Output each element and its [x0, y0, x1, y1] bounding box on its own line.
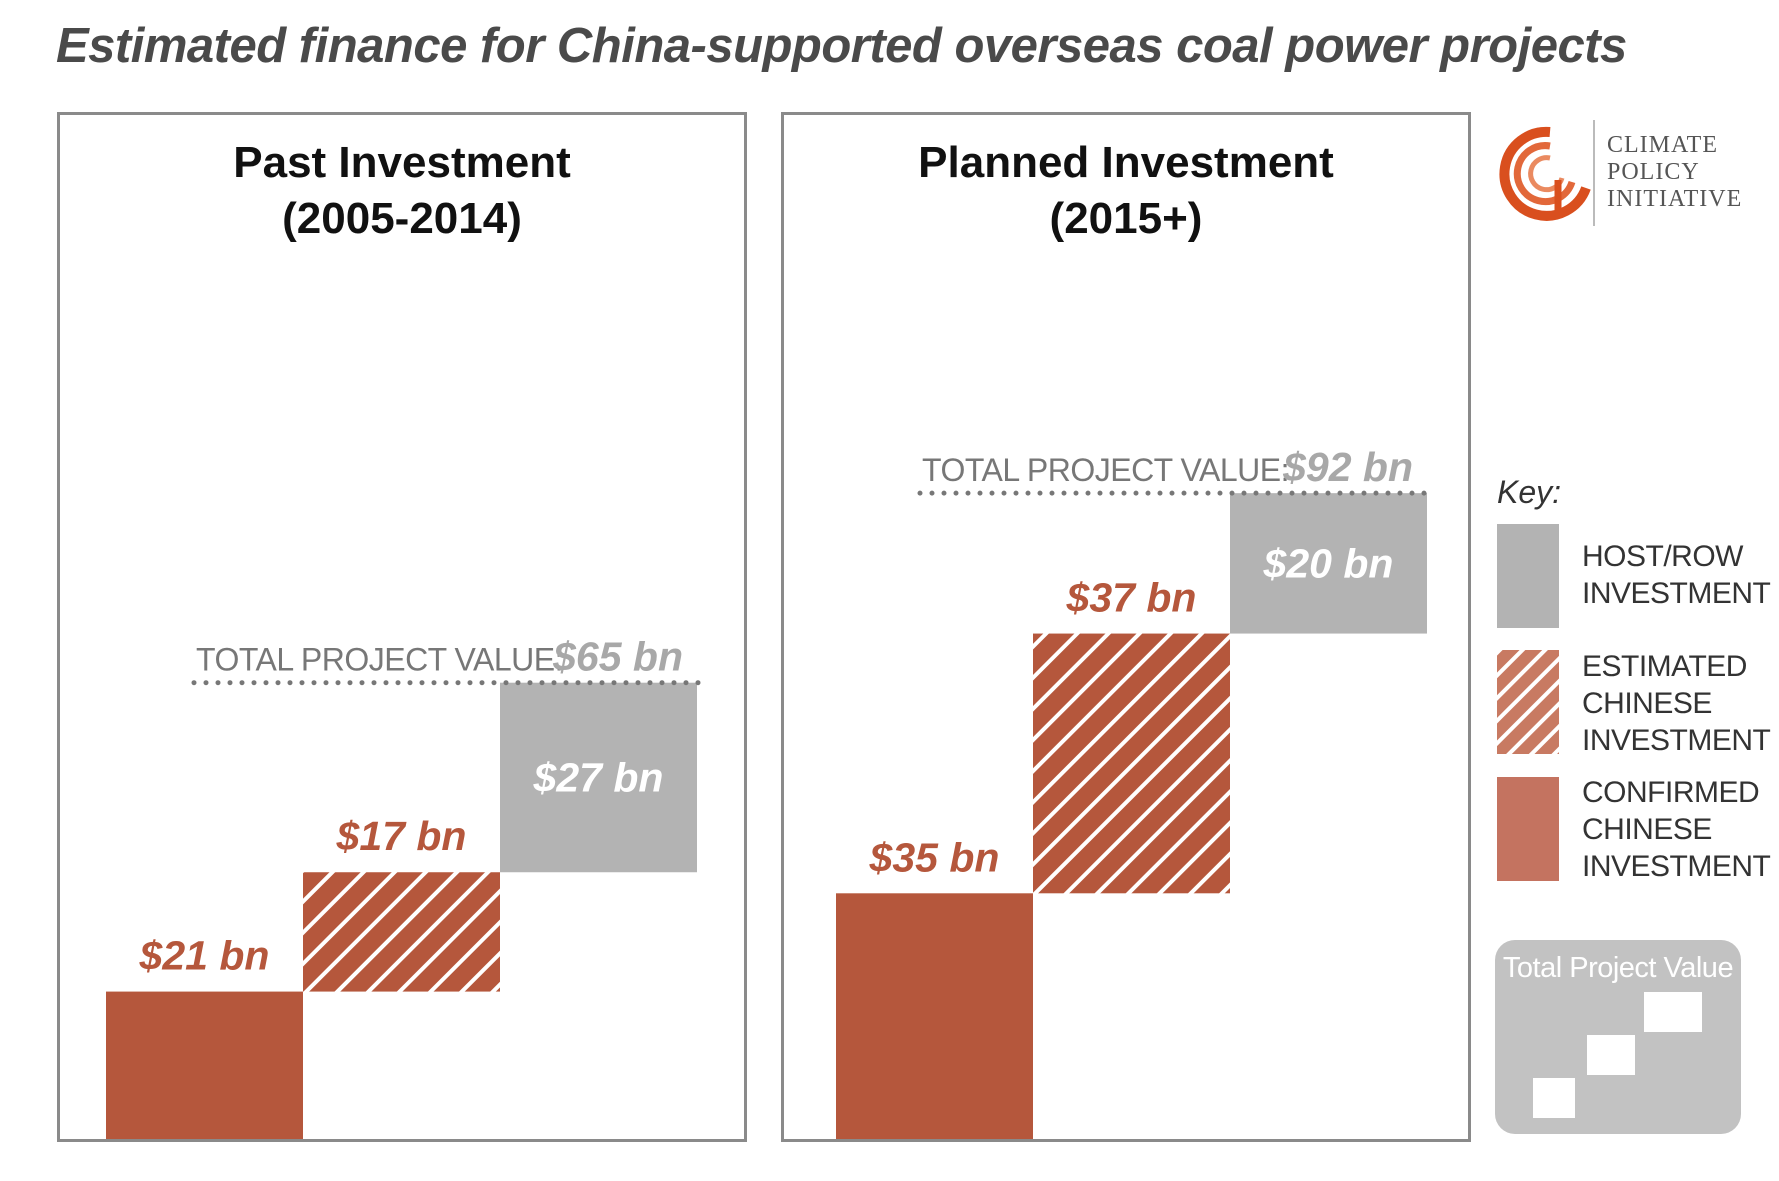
host-row-investment-bar	[1230, 493, 1427, 634]
estimated-investment-bar	[303, 872, 500, 992]
total-project-value-label: TOTAL PROJECT VALUE:	[196, 642, 563, 678]
confirmed-investment-bar	[106, 991, 303, 1139]
past-investment-panel: Past Investment (2005-2014) $21 bn $17 bn…	[57, 112, 747, 1142]
logo-text: CLIMATE POLICY INITIATIVE	[1607, 132, 1742, 213]
logo-divider	[1593, 120, 1595, 226]
past-investment-chart: $21 bn $17 bn $27 bn TOTAL PROJECT VALUE:$6…	[106, 634, 704, 1139]
confirmed-investment-bar	[836, 893, 1033, 1139]
key-label-line: INVESTMENT	[1582, 577, 1771, 610]
bar-value-label: $27 bn	[533, 754, 664, 800]
panel-title: Planned Investment (2015+)	[784, 135, 1468, 247]
estimated-investment-bar	[1033, 633, 1230, 894]
key-label-line: HOST/ROW	[1582, 540, 1744, 573]
key-label-host: HOST/ROW INVESTMENT	[1582, 538, 1771, 612]
key-title: Key:	[1497, 474, 1562, 510]
bar-value-label: $17 bn	[336, 813, 467, 859]
total-project-value-amount: $65 bn	[552, 634, 683, 680]
total-project-value-key-label: Total Project Value	[1502, 952, 1734, 984]
key-label-line: CONFIRMED	[1582, 776, 1760, 809]
panel-title-line: (2005-2014)	[282, 194, 522, 243]
key-label-line: ESTIMATED	[1582, 650, 1747, 683]
panel-title-line: Past Investment	[233, 138, 571, 187]
spiral-logo-icon	[1499, 126, 1591, 221]
staircase-icon	[1533, 992, 1702, 1118]
bar-value-label: $20 bn	[1263, 540, 1394, 586]
logo-line: CLIMATE	[1607, 132, 1718, 158]
key-label-confirmed: CONFIRMED CHINESE INVESTMENT	[1582, 774, 1771, 885]
panel-title-line: (2015+)	[1049, 194, 1203, 243]
key-label-line: CHINESE	[1582, 687, 1712, 720]
panel-title-line: Planned Investment	[918, 138, 1334, 187]
planned-investment-chart: $35 bn $37 bn $20 bn TOTAL PROJECT VALUE:$9…	[836, 444, 1434, 1139]
panel-title: Past Investment (2005-2014)	[60, 135, 744, 247]
planned-investment-panel: Planned Investment (2015+) $35 bn $37 bn $…	[781, 112, 1471, 1142]
key-swatch-host	[1497, 524, 1559, 628]
bar-value-label: $35 bn	[869, 834, 1000, 880]
key-label-line: CHINESE	[1582, 813, 1712, 846]
total-project-value-key-card: Total Project Value	[1495, 940, 1741, 1134]
logo-line: POLICY	[1607, 159, 1700, 185]
bar-value-label: $21 bn	[139, 933, 270, 979]
logo-line: INITIATIVE	[1607, 186, 1743, 212]
chart-title: Estimated finance for China-supported ov…	[56, 19, 1627, 73]
key-label-estimated: ESTIMATED CHINESE INVESTMENT	[1582, 648, 1771, 759]
bar-value-label: $37 bn	[1066, 575, 1197, 621]
key-label-line: INVESTMENT	[1582, 724, 1771, 757]
total-project-value-amount: $92 bn	[1282, 444, 1413, 490]
key-swatch-estimated	[1497, 650, 1559, 754]
key-label-line: INVESTMENT	[1582, 850, 1771, 883]
total-project-value-label: TOTAL PROJECT VALUE:	[922, 452, 1289, 488]
host-row-investment-bar	[500, 682, 697, 873]
key-swatch-confirmed	[1497, 777, 1559, 881]
